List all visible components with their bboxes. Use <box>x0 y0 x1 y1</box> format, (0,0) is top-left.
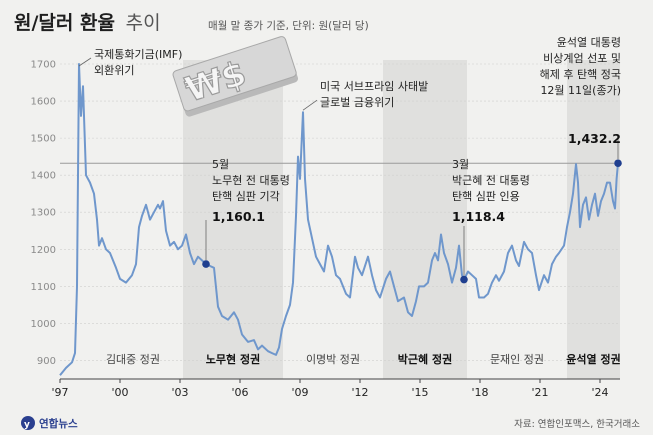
series-line <box>59 63 619 376</box>
source-note: 자료: 연합인포맥스, 한국거래소 <box>514 419 640 430</box>
annotation-leader <box>302 99 318 111</box>
x-tick-label: '06 <box>231 386 248 399</box>
annotation-text: 박근혜 전 대통령 <box>452 174 530 187</box>
annotation-text: 외환위기 <box>94 64 134 77</box>
annotation-marker <box>460 275 468 284</box>
x-tick-label: '03 <box>171 386 188 399</box>
era-shade <box>383 60 467 379</box>
annotation-text: 3월 <box>452 158 469 171</box>
y-tick-label: 1500 <box>31 134 56 145</box>
annotation-text: 글로벌 금융위기 <box>320 96 394 109</box>
x-tick-label: '12 <box>351 386 368 399</box>
x-tick-label: '09 <box>291 386 308 399</box>
annotation-text: 노무현 전 대통령 <box>212 174 290 187</box>
logo-text: 연합뉴스 <box>39 417 78 430</box>
x-tick-label: '00 <box>111 386 128 399</box>
annotation-text: 비상계엄 선포 및 <box>543 52 621 65</box>
annotation-text: 윤석열 대통령 <box>557 36 621 49</box>
annotation-leader <box>78 57 92 67</box>
series <box>59 63 619 376</box>
chart-title: 원/달러 환율 추이 <box>14 12 161 34</box>
era-label: 윤석열 정권 <box>566 352 620 366</box>
x-tick-label: '15 <box>411 386 428 399</box>
era-label: 이명박 정권 <box>306 353 360 366</box>
y-tick-label: 1700 <box>31 60 56 71</box>
era-shade <box>567 60 620 379</box>
annotation-value: 1,160.1 <box>212 209 265 224</box>
annotation-text: 해제 후 탄핵 정국 <box>540 67 621 81</box>
annotation-text: 12월 11일(종가) <box>540 83 621 97</box>
era-labels: 김대중 정권 노무현 정권 이명박 정권 박근혜 정권 문재인 정권 윤석열 정권 <box>106 352 621 366</box>
x-tick-label: '21 <box>531 386 548 399</box>
annotation-text: 탄핵 심판 인용 <box>452 190 520 203</box>
logo-mark: y <box>24 420 30 430</box>
annotation-text: 탄핵 심판 기각 <box>212 190 280 203</box>
y-tick-label: 1100 <box>31 282 56 293</box>
logo-icon <box>21 416 35 430</box>
y-tick-label: 900 <box>37 356 56 367</box>
x-axis: '97 '00 '03 '06 '09 '12 '15 '18 '21 '24 <box>51 378 620 399</box>
y-tick-label: 1400 <box>31 171 56 182</box>
era-label: 박근혜 정권 <box>398 352 452 366</box>
chart-subtitle: 매월 말 종가 기준, 단위: 원(달러 당) <box>208 19 369 32</box>
y-tick-label: 1600 <box>31 97 56 108</box>
annotation-value: 1,432.2 <box>568 131 621 146</box>
x-tick-label: '18 <box>471 386 488 399</box>
footer-logo: y 연합뉴스 <box>21 416 78 430</box>
chart-title-suffix: 추이 <box>126 12 161 34</box>
x-tick-label: '24 <box>591 386 608 399</box>
era-label: 김대중 정권 <box>106 353 160 366</box>
annotation-text: 미국 서브프라임 사태발 <box>320 80 428 93</box>
x-tick-label: '97 <box>51 386 68 399</box>
era-label: 노무현 정권 <box>206 352 260 366</box>
y-tick-label: 1000 <box>31 319 56 330</box>
annotation-value: 1,118.4 <box>452 209 505 224</box>
y-tick-label: 1300 <box>31 208 56 219</box>
chart-title-main: 원/달러 환율 <box>14 12 115 34</box>
annotation-marker <box>614 159 622 168</box>
annotation-marker <box>202 260 210 268</box>
annotation-text: 5월 <box>212 158 229 171</box>
annotation-text: 국제통화기금(IMF) <box>94 48 182 61</box>
y-axis: 900 1000 1100 1200 1300 1400 1500 1600 1700 <box>31 60 56 367</box>
era-label: 문재인 정권 <box>490 353 544 366</box>
y-tick-label: 1200 <box>31 245 56 256</box>
